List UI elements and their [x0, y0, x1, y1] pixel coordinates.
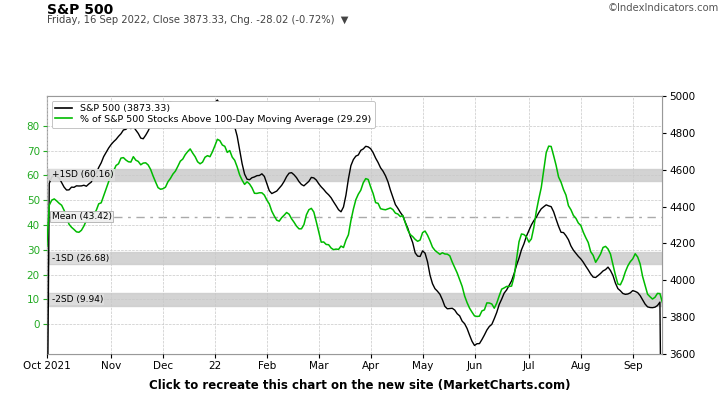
Bar — [47, 169, 662, 181]
Bar — [47, 252, 662, 264]
Text: -1SD (26.68): -1SD (26.68) — [52, 254, 109, 262]
Text: ©IndexIndicators.com: ©IndexIndicators.com — [607, 3, 719, 13]
Text: Click to recreate this chart on the new site (MarketCharts.com): Click to recreate this chart on the new … — [149, 378, 571, 392]
Text: +1SD (60.16): +1SD (60.16) — [52, 170, 113, 180]
Text: -2SD (9.94): -2SD (9.94) — [52, 295, 103, 304]
Text: Mean (43.42): Mean (43.42) — [52, 212, 112, 221]
Text: Friday, 16 Sep 2022, Close 3873.33, Chg. -28.02 (-0.72%)  ▼: Friday, 16 Sep 2022, Close 3873.33, Chg.… — [47, 15, 348, 25]
Bar — [47, 293, 662, 306]
Legend: S&P 500 (3873.33), % of S&P 500 Stocks Above 100-Day Moving Average (29.29): S&P 500 (3873.33), % of S&P 500 Stocks A… — [52, 101, 375, 128]
Text: S&P 500: S&P 500 — [47, 3, 113, 17]
